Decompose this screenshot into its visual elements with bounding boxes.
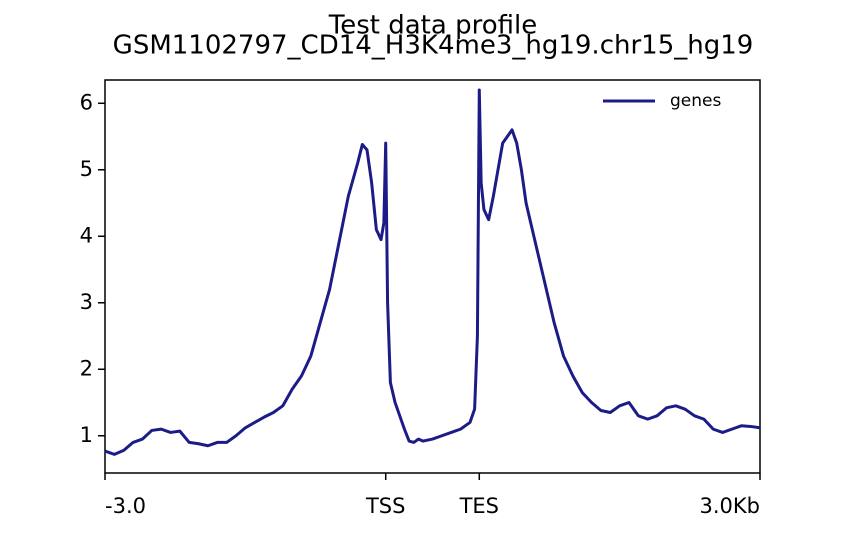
plot-frame (104, 79, 761, 474)
chart-title: Test data profile (328, 11, 537, 41)
chart-subtitle: GSM1102797_CD14_H3K4me3_hg19.chr15_hg19 (113, 31, 754, 61)
x-tick-label: TES (459, 494, 499, 518)
y-tick-label: 6 (80, 90, 93, 114)
y-tick-label: 2 (80, 356, 93, 380)
y-tick-label: 4 (80, 223, 93, 247)
x-tick-label: TSS (365, 494, 406, 518)
data-line (104, 88, 761, 456)
y-tick-label: 3 (80, 290, 93, 314)
y-tick-label: 1 (80, 423, 93, 447)
x-tick-label: 3.0Kb (700, 494, 761, 518)
x-tick-label: -3.0 (105, 494, 146, 518)
y-tick-label: 5 (80, 157, 93, 181)
legend-label: genes (670, 91, 721, 111)
